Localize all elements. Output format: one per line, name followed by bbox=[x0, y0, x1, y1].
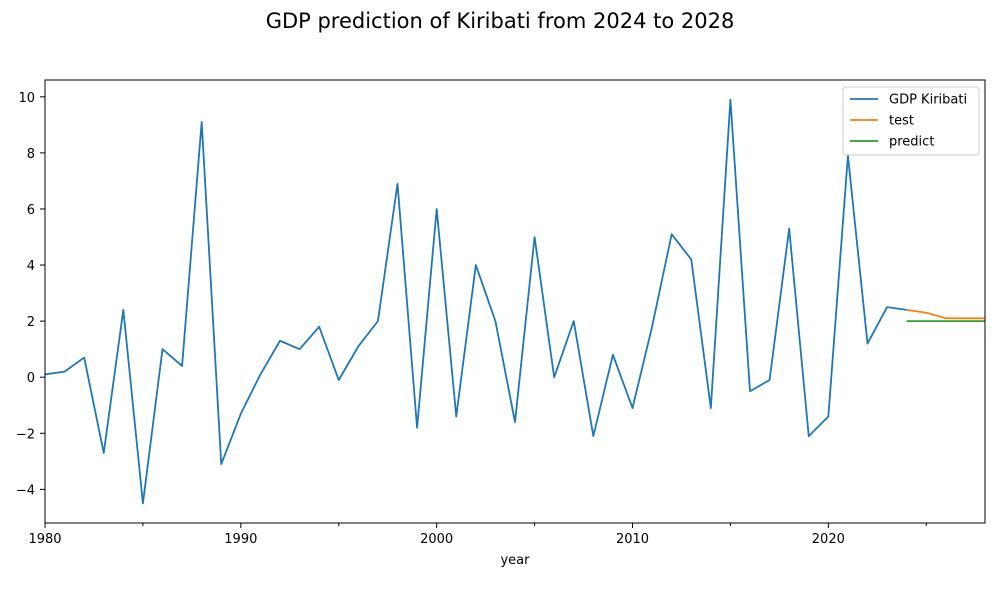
y-tick-label: 2 bbox=[27, 315, 35, 330]
plot-frame bbox=[44, 79, 986, 524]
legend-label-0: GDP Kiribati bbox=[889, 93, 967, 108]
y-tick-label: 0 bbox=[27, 371, 35, 386]
x-axis: 1980 1990 2000 2010 2020 bbox=[28, 523, 927, 547]
y-tick-label: −2 bbox=[16, 427, 35, 442]
series-line-1 bbox=[906, 309, 985, 320]
y-axis: −4 −2 0 2 4 6 8 10 bbox=[16, 91, 45, 498]
series-line-0 bbox=[44, 98, 907, 505]
x-tick-label: 2010 bbox=[616, 532, 649, 547]
y-tick-label: 8 bbox=[27, 147, 35, 162]
x-tick-label: 2020 bbox=[812, 532, 845, 547]
x-tick-label: 1980 bbox=[28, 532, 61, 547]
series-layer bbox=[44, 98, 985, 505]
legend: GDP Kiribati test predict bbox=[842, 86, 980, 156]
x-tick-label: 1990 bbox=[224, 532, 257, 547]
legend-box bbox=[842, 86, 980, 156]
y-tick-label: 4 bbox=[27, 259, 35, 274]
y-tick-label: −4 bbox=[16, 483, 35, 498]
legend-label-2: predict bbox=[889, 135, 934, 150]
chart-title: GDP prediction of Kiribati from 2024 to … bbox=[266, 9, 735, 33]
x-tick-label: 2000 bbox=[420, 532, 453, 547]
y-tick-label: 10 bbox=[18, 91, 35, 106]
y-tick-label: 6 bbox=[27, 203, 35, 218]
legend-label-1: test bbox=[889, 114, 914, 129]
x-axis-label: year bbox=[500, 553, 530, 568]
